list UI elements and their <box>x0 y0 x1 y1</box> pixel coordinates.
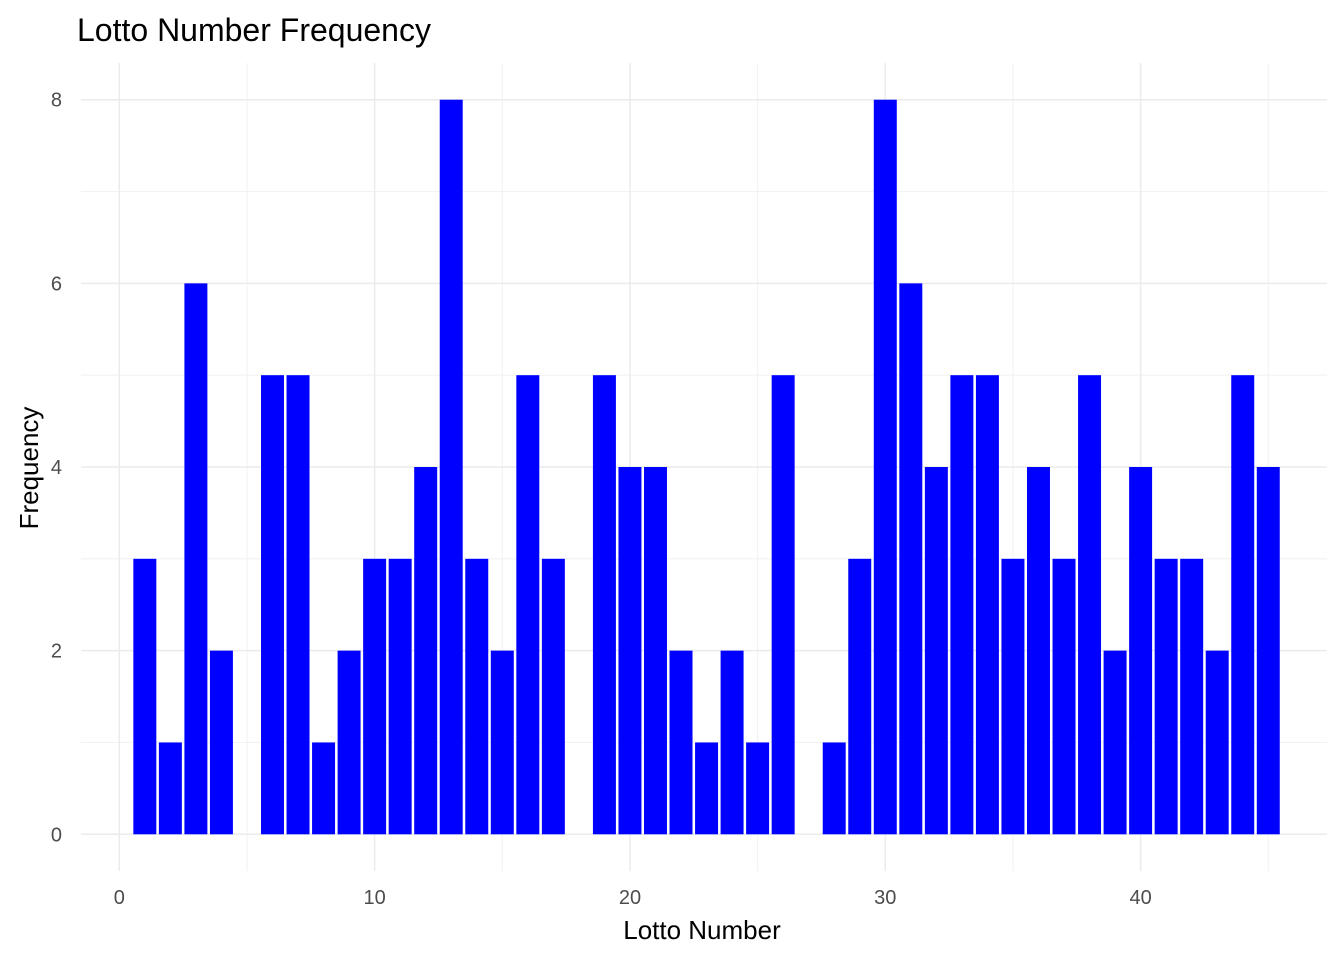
bar <box>1154 558 1178 835</box>
bar <box>541 558 565 835</box>
bar <box>158 742 182 835</box>
bar <box>1078 375 1102 835</box>
bar <box>1180 558 1204 835</box>
bar <box>1001 558 1025 835</box>
bars <box>133 99 1280 835</box>
y-tick-label: 2 <box>51 641 62 663</box>
bar <box>184 283 208 835</box>
bar <box>312 742 336 835</box>
y-axis-title: Frequency <box>14 407 44 530</box>
bar <box>414 467 438 835</box>
bar <box>592 375 616 835</box>
bar <box>133 558 157 835</box>
y-axis-tick-labels: 0 2 4 6 8 <box>51 90 62 847</box>
bar <box>490 650 514 835</box>
y-tick-label: 4 <box>51 457 62 479</box>
y-tick-label: 0 <box>51 824 62 846</box>
bar <box>1026 467 1050 835</box>
bar <box>286 375 310 835</box>
bar <box>465 558 489 835</box>
bar <box>363 558 387 835</box>
bar <box>1205 650 1229 835</box>
bar <box>209 650 233 835</box>
bar <box>924 467 948 835</box>
bar <box>516 375 540 835</box>
bar <box>975 375 999 835</box>
bar <box>261 375 284 835</box>
y-tick-label: 8 <box>51 90 62 112</box>
bar <box>643 467 667 835</box>
bar <box>695 742 719 835</box>
bar <box>1129 467 1153 835</box>
bar <box>1103 650 1127 835</box>
bar <box>899 283 923 835</box>
bar <box>950 375 974 835</box>
x-axis-tick-labels: 0 10 20 30 40 <box>114 887 1152 909</box>
x-tick-label: 40 <box>1129 887 1151 909</box>
chart-title: Lotto Number Frequency <box>77 12 431 48</box>
x-tick-label: 30 <box>874 887 896 909</box>
bar <box>1052 558 1076 835</box>
bar <box>771 375 795 835</box>
bar <box>337 650 361 835</box>
bar <box>720 650 744 835</box>
x-tick-label: 10 <box>364 887 386 909</box>
bar <box>618 467 642 835</box>
bar <box>746 742 770 835</box>
bar <box>1231 375 1255 835</box>
bar <box>1256 467 1280 835</box>
bar <box>439 99 463 835</box>
x-tick-label: 20 <box>619 887 641 909</box>
bar <box>669 650 693 835</box>
bar <box>873 99 897 835</box>
y-tick-label: 6 <box>51 273 62 295</box>
bar <box>848 558 872 835</box>
bar <box>822 742 846 835</box>
x-tick-label: 0 <box>114 887 125 909</box>
x-axis-title: Lotto Number <box>623 915 781 945</box>
bar <box>388 558 412 835</box>
